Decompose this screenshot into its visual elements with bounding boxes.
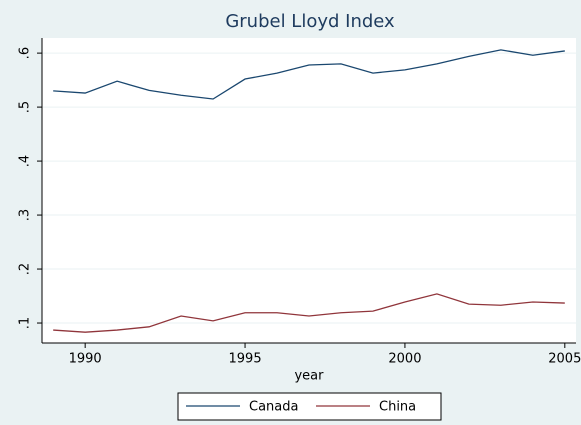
legend-label: China: [379, 400, 416, 415]
y-tick-label: .2: [18, 263, 33, 275]
y-tick-label: .3: [18, 209, 33, 221]
y-tick-label: .5: [18, 101, 33, 113]
x-tick-label: 1995: [229, 352, 262, 367]
y-tick-label: .6: [18, 47, 33, 59]
line-series: [53, 49, 565, 100]
x-axis-label: year: [294, 369, 324, 384]
x-tick-label: 2005: [548, 352, 581, 367]
plot-area: [42, 38, 576, 343]
y-tick-label: .1: [18, 317, 33, 329]
chart-title: Grubel Lloyd Index: [225, 11, 395, 32]
y-tick-label: .4: [18, 155, 33, 167]
line-series: [53, 293, 565, 333]
legend-label: Canada: [249, 400, 298, 415]
x-tick-label: 1990: [69, 352, 102, 367]
x-tick-label: 2000: [388, 352, 421, 367]
